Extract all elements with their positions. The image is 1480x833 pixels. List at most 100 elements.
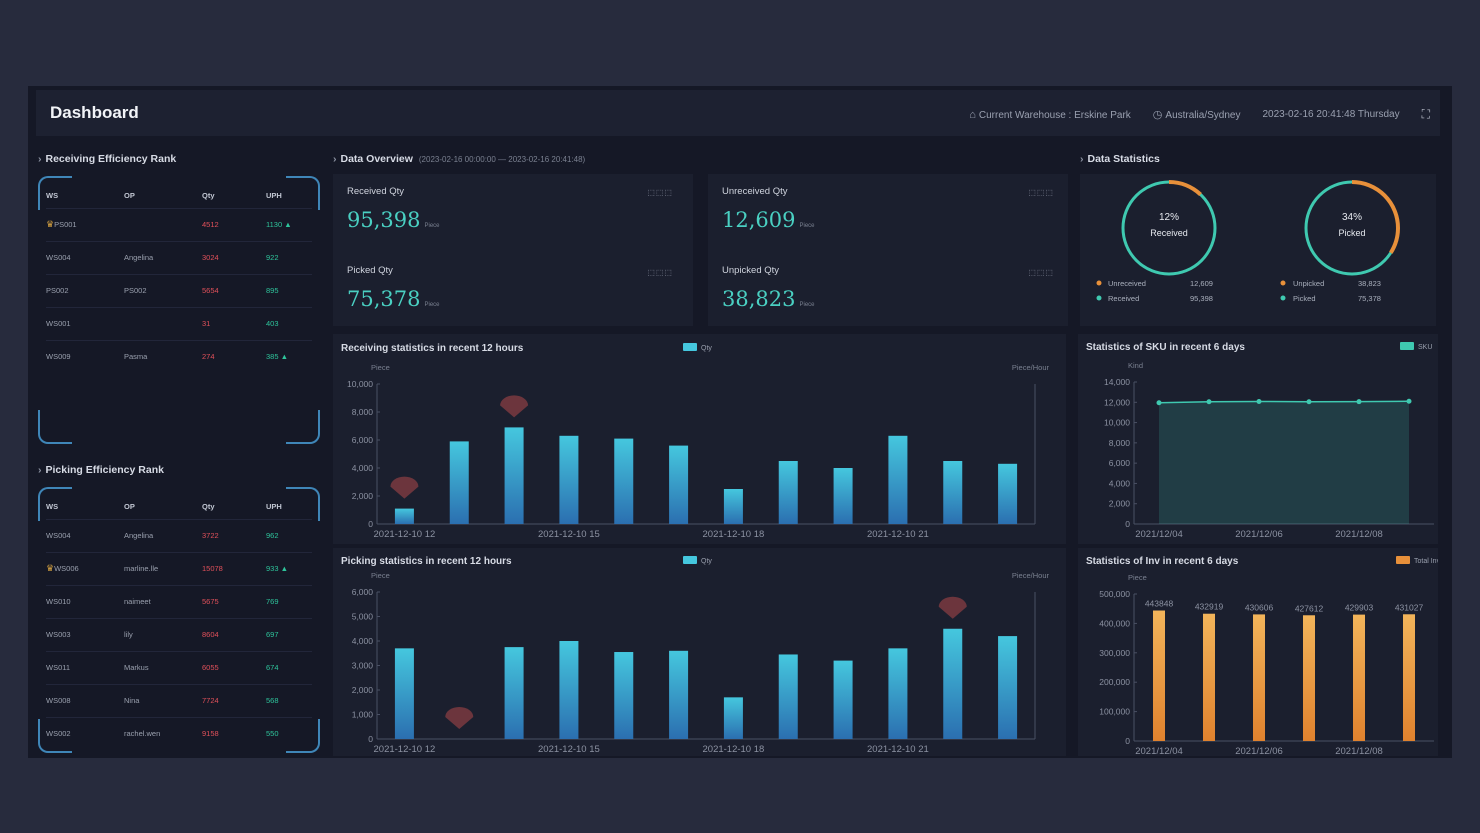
data-label: 432919 [1195,602,1224,612]
y-tick-label: 6,000 [1109,458,1131,468]
data-point [1306,399,1312,405]
legend-picked-name: Picked [1293,294,1316,303]
bar [394,648,414,739]
y-axis-label: Piece [1128,573,1147,582]
picking-rank-title: › Picking Efficiency Rank [38,464,164,476]
page-title: Dashboard [50,103,139,122]
col-header-qty: Qty [202,502,215,512]
table-row[interactable]: WS002 rachel.wen 9158 550 [46,716,312,750]
y-tick-label: 3,000 [352,661,374,671]
y-tick-label: 4,000 [352,636,374,646]
picking-chart-panel: Picking statistics in recent 12 hours Qty… [333,548,1066,756]
donut-charts: 12% Received 34% Picked Unreceived 12,609… [1096,180,1400,303]
sku-chart-panel: Statistics of SKU in recent 6 days SKU Kin… [1078,334,1438,544]
legend-picked-value: 75,378 [1358,294,1381,303]
y-tick-label: 2,000 [1109,499,1131,509]
box-icon: ⬚⬚⬚ [647,268,673,277]
picking-rank-table: WS OP Qty UPH WS004 Angelina 3722 962 ♛WS0… [46,495,312,750]
warehouse-selector[interactable]: ⌂ Current Warehouse : Erskine Park [969,109,1131,121]
inv-bar-chart: Statistics of Inv in recent 6 days Total … [1086,556,1438,756]
table-row[interactable]: PS002 PS002 5654 895 [46,273,312,307]
receiving-rank-title: › Receiving Efficiency Rank [38,153,177,165]
y-tick-label: 8,000 [1109,438,1131,448]
sku-area-chart: Statistics of SKU in recent 6 days SKU Kin… [1086,342,1434,540]
table-row[interactable]: WS004 Angelina 3722 962 [46,518,312,552]
bar [559,641,579,739]
x-tick-label: 2021/12/06 [1235,746,1283,756]
donut-picked-percent: 34% [1342,212,1362,223]
legend-dot-unpicked [1280,280,1286,286]
clock-icon: ◷ [1152,109,1163,121]
fullscreen-icon[interactable]: ⛶ [1421,107,1430,121]
x-tick-label: 2021-12-10 15 [538,744,600,755]
chart-title: Statistics of SKU in recent 6 days [1086,342,1245,353]
data-label: 430606 [1245,602,1274,612]
receiving-chart-panel: Receiving statistics in recent 12 hours Q… [333,334,1066,544]
chevron-right-icon: › [38,153,42,165]
bar [1403,614,1415,741]
data-point [1206,399,1212,405]
bar [888,648,908,739]
y-tick-label: 5,000 [352,612,374,622]
warehouse-label: Current Warehouse : Erskine Park [978,109,1131,121]
table-row[interactable]: ♛WS006 marline.lle 15078 933 ▲ [46,551,312,585]
legend-swatch [1400,342,1414,350]
y-tick-label: 1,000 [352,710,374,720]
y-tick-label: 0 [368,519,373,529]
table-row[interactable]: WS001 31 403 [46,306,312,340]
overview-title: › Data Overview (2023-02-16 00:00:00 — 202… [333,153,586,165]
box-icon: ⬚⬚⬚ [1028,268,1054,277]
table-row[interactable]: WS004 Angelina 3024 922 [46,240,312,274]
bar [614,652,634,739]
col-header-op: OP [124,191,135,201]
chevron-right-icon: › [1080,153,1084,165]
timezone-label: Australia/Sydney [1165,110,1241,121]
legend-label: Total Inv [1414,558,1438,565]
y-tick-label: 200,000 [1099,677,1130,687]
donut-received-arc [1121,180,1217,276]
table-row[interactable]: WS008 Nina 7724 568 [46,683,312,717]
legend-dot-received [1096,295,1102,301]
bar [669,445,689,524]
col-header-op: OP [124,502,135,512]
x-tick-label: 2021-12-10 12 [374,529,436,540]
y-tick-label: 400,000 [1099,618,1130,628]
bar [504,427,524,524]
bar [559,435,579,524]
bar [943,628,963,739]
y-axis-label: Piece [371,571,390,580]
bar [943,461,963,524]
x-tick-label: 2021/12/04 [1135,746,1183,756]
pin-marker [445,707,474,729]
donut-picked-arc [1304,180,1400,276]
col-header-ws: WS [46,502,59,512]
col-header-uph: UPH [266,502,282,512]
home-icon: ⌂ [969,108,976,121]
y-tick-label: 8,000 [352,407,374,417]
data-point [1256,398,1262,404]
legend-swatch [683,343,697,351]
x-tick-label: 2021/12/06 [1235,529,1283,540]
x-tick-label: 2021-12-10 18 [703,744,765,755]
table-row[interactable]: WS003 lily 8604 697 [46,617,312,651]
legend-label: Qty [701,558,712,565]
data-label: 429903 [1345,603,1374,613]
table-row[interactable]: ♛PS001 4512 1130 ▲ [46,207,312,241]
table-row[interactable]: WS011 Markus 6055 674 [46,650,312,684]
x-tick-label: 2021-12-10 15 [538,529,600,540]
crown-icon: ♛ [46,219,55,229]
y-tick-label: 2,000 [352,685,374,695]
y-tick-label: 4,000 [352,463,374,473]
bar [998,636,1018,739]
bar [394,508,414,524]
unpicked-qty-stat: Unpicked Qty 38,823 Piece [722,265,815,311]
legend-unpicked-name: Unpicked [1293,279,1324,288]
statistics-panel: 12% Received 34% Picked Unreceived 12,609… [1080,174,1436,326]
trend-up-icon: ▲ [284,220,292,229]
x-tick-label: 2021/12/08 [1335,529,1383,540]
box-icon: ⬚⬚⬚ [1028,188,1054,197]
table-row[interactable]: WS010 naimeet 5675 769 [46,584,312,618]
table-row[interactable]: WS009 Pasma 274 385 ▲ [46,339,312,373]
header-bar: Dashboard ⌂ Current Warehouse : Erskine P… [36,90,1440,136]
bar [778,654,798,739]
